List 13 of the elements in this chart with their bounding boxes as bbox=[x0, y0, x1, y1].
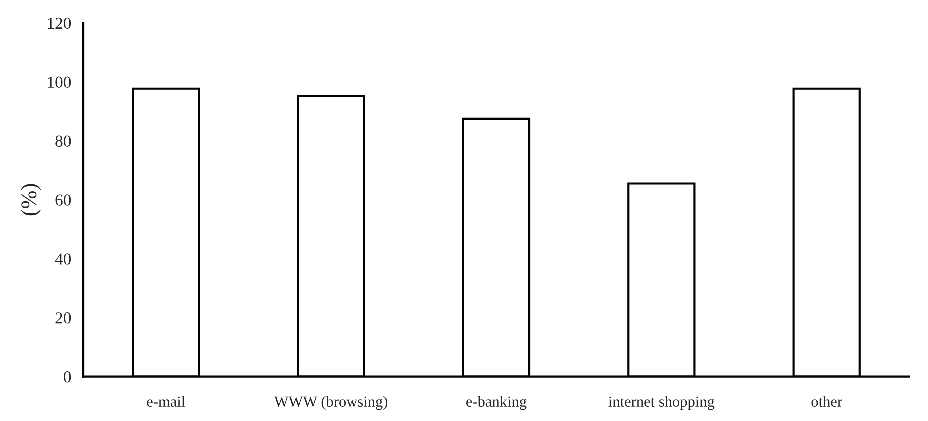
x-tick-label: internet shopping bbox=[608, 396, 715, 410]
y-axis-title: (%) bbox=[21, 184, 42, 216]
x-tick-label: WWW (browsing) bbox=[274, 396, 388, 410]
y-tick-label: 20 bbox=[56, 312, 72, 324]
y-tick-label: 40 bbox=[55, 254, 72, 265]
x-tick-label: e-mail bbox=[147, 396, 186, 407]
y-tick-label: 100 bbox=[48, 76, 72, 88]
x-tick-label: other bbox=[812, 396, 842, 407]
y-tick-label: 60 bbox=[56, 194, 72, 206]
y-tick-label: 80 bbox=[56, 136, 72, 147]
y-tick-label: 0 bbox=[64, 371, 72, 383]
x-tick-label: e-banking bbox=[466, 396, 527, 410]
y-tick-label: 120 bbox=[48, 18, 72, 30]
